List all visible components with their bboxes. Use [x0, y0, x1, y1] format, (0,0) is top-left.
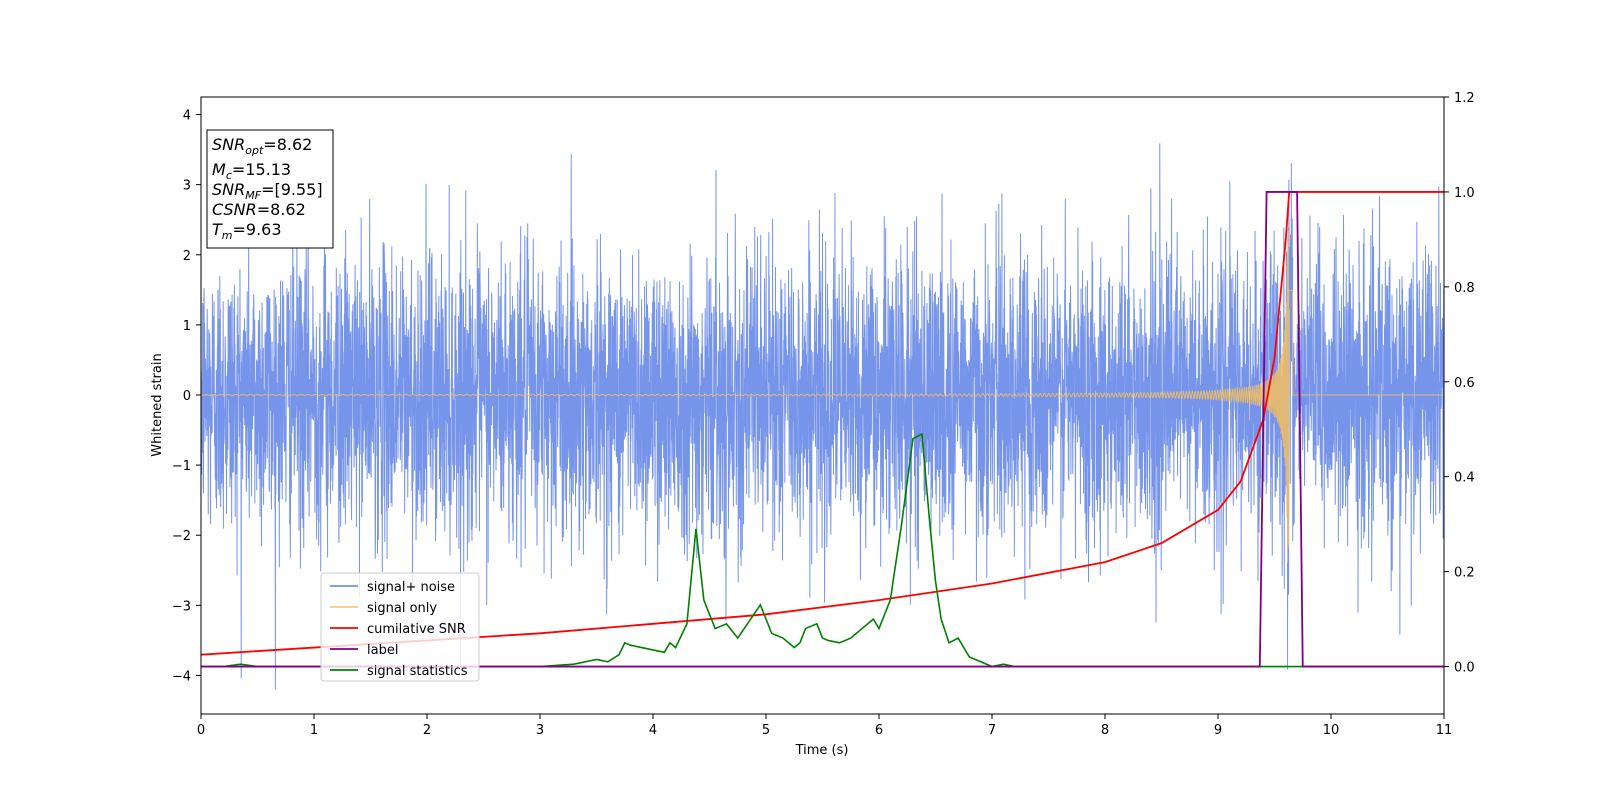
x-tick-label: 3 [536, 723, 544, 738]
y2-tick-label: 1.2 [1454, 91, 1475, 106]
y-tick-label: 3 [183, 179, 191, 194]
y-tick-label: −1 [172, 459, 191, 474]
x-tick-label: 8 [1101, 723, 1109, 738]
x-axis: 0 1 2 3 4 5 6 7 8 9 10 11 [197, 714, 1452, 738]
x-tick-label: 2 [423, 723, 431, 738]
series-layer [201, 143, 1444, 690]
x-tick-label: 0 [197, 723, 205, 738]
y-tick-label: 4 [183, 109, 191, 124]
x-axis-label: Time (s) [795, 743, 849, 758]
y-tick-label: −2 [172, 529, 191, 544]
legend-label: signal+ noise [367, 580, 455, 595]
stats-line: Mc=15.13 [212, 160, 291, 182]
y-tick-label: 2 [183, 249, 191, 264]
stats-line: Tm=9.63 [212, 220, 282, 242]
y-tick-label: 1 [183, 319, 191, 334]
series-signal-statistics [201, 432, 1444, 668]
x-tick-label: 10 [1323, 723, 1340, 738]
stats-line: SNRopt=8.62 [212, 135, 312, 157]
legend-label: label [367, 643, 398, 658]
x-tick-label: 5 [762, 723, 770, 738]
y2-tick-label: 0.6 [1454, 376, 1475, 391]
plot-area-frame [200, 96, 1445, 715]
series-label [201, 191, 1444, 668]
y-axis-left: −4 −3 −2 −1 0 1 2 3 4 [172, 109, 201, 684]
series-signal-only [201, 230, 1444, 564]
y2-tick-label: 0.4 [1454, 471, 1475, 486]
series-cumulative-snr [201, 191, 1444, 656]
x-tick-label: 1 [310, 723, 318, 738]
x-tick-label: 6 [875, 723, 883, 738]
legend-label: signal statistics [367, 664, 468, 679]
y-tick-label: −3 [172, 599, 191, 614]
stats-line: CSNR=8.62 [212, 200, 306, 219]
y2-tick-label: 0.8 [1454, 281, 1475, 296]
y-axis-label: Whitened strain [150, 353, 165, 456]
stats-box: SNRopt=8.62 Mc=15.13SNRMF=[9.55]CSNR=8.62… [206, 129, 334, 249]
y2-tick-label: 0.0 [1454, 661, 1475, 676]
y-tick-label: 0 [183, 389, 191, 404]
x-tick-label: 9 [1214, 723, 1222, 738]
y2-tick-label: 1.0 [1454, 186, 1475, 201]
x-tick-label: 4 [649, 723, 657, 738]
y-axis-right: 0.0 0.2 0.4 0.6 0.8 1.0 1.2 [1444, 91, 1475, 676]
y-tick-label: −4 [172, 669, 191, 684]
legend: signal+ noise signal only cumilative SNR la… [320, 572, 480, 682]
x-tick-label: 7 [988, 723, 996, 738]
series-signal-noise [201, 143, 1444, 690]
legend-label: cumilative SNR [367, 622, 466, 637]
x-tick-label: 11 [1436, 723, 1453, 738]
stats-line: SNRMF=[9.55] [212, 180, 323, 202]
legend-label: signal only [367, 601, 437, 616]
y2-tick-label: 0.2 [1454, 566, 1475, 581]
